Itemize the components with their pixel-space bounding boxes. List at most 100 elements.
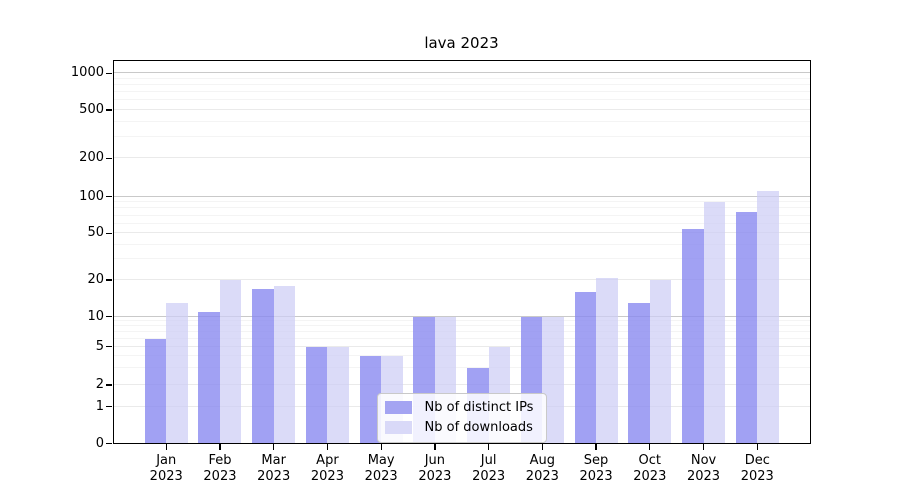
bar-ips-nov: [682, 229, 704, 444]
x-tick-label-sep: Sep 2023: [579, 453, 613, 484]
x-tick-label-jan: Jan 2023: [149, 453, 183, 484]
y-tick-mark-200: [105, 157, 112, 159]
x-tick-label-mar: Mar 2023: [257, 453, 291, 484]
bar-ips-apr: [305, 346, 328, 444]
legend-label-distinct-ips: Nb of distinct IPs: [424, 399, 534, 415]
gridline-y-600: [112, 99, 811, 101]
bar-downloads-jan: [166, 302, 188, 444]
gridline-y-70: [112, 214, 811, 216]
x-tick-mark-may: [380, 443, 382, 450]
gridline-y-2: [112, 384, 811, 385]
y-tick-mark-20: [105, 279, 112, 281]
bar-ips-may: [359, 356, 382, 444]
x-tick-mark-dec: [756, 443, 758, 450]
y-tick-mark-1: [105, 406, 112, 408]
y-tick-label-1: 1: [95, 398, 104, 414]
gridline-y-8: [112, 325, 811, 327]
bar-downloads-apr: [327, 346, 349, 444]
bar-downloads-oct: [649, 280, 672, 444]
x-tick-mark-apr: [326, 443, 329, 450]
y-tick-mark-100: [105, 196, 112, 198]
gridline-y-60: [112, 222, 811, 224]
chart-title: lava 2023: [424, 34, 499, 52]
y-tick-label-1000: 1000: [70, 65, 104, 81]
x-tick-mark-jun: [434, 443, 436, 450]
y-tick-label-100: 100: [79, 188, 104, 204]
gridline-y-100: [112, 195, 811, 197]
bar-downloads-nov: [703, 202, 726, 444]
x-tick-mark-aug: [541, 443, 543, 450]
gridline-y-20: [112, 279, 811, 280]
gridline-y-500: [112, 109, 811, 110]
gridline-y-4: [112, 355, 811, 357]
x-tick-label-jul: Jul 2023: [472, 453, 506, 484]
bar-ips-dec: [735, 211, 758, 444]
bar-ips-oct: [628, 302, 650, 444]
bar-downloads-feb: [219, 280, 242, 444]
gridline-y-50: [112, 232, 811, 234]
x-tick-label-jun: Jun 2023: [418, 453, 452, 484]
legend-item-downloads: Nb of downloads: [384, 419, 538, 435]
y-tick-label-20: 20: [87, 272, 104, 287]
legend-swatch-distinct-ips: [384, 400, 412, 414]
y-tick-label-200: 200: [79, 150, 104, 166]
gridline-y-9: [112, 320, 811, 322]
x-tick-label-dec: Dec 2023: [740, 453, 774, 484]
y-tick-mark-500: [105, 109, 112, 111]
y-tick-mark-5: [105, 346, 112, 348]
chart-legend: Nb of distinct IPs Nb of downloads: [376, 392, 547, 443]
bar-ips-mar: [252, 288, 274, 444]
plot-area: Nb of distinct IPs Nb of downloads: [112, 59, 811, 444]
gridline-y-40: [112, 243, 811, 245]
x-tick-label-feb: Feb 2023: [203, 453, 237, 484]
y-tick-mark-2: [105, 384, 112, 386]
y-tick-label-0: 0: [95, 435, 104, 451]
x-tick-mark-jan: [165, 443, 167, 450]
gridline-y-300: [112, 135, 811, 137]
gridline-y-900: [112, 77, 811, 79]
x-tick-mark-feb: [219, 443, 221, 450]
legend-label-downloads: Nb of downloads: [424, 419, 533, 435]
y-tick-label-2: 2: [95, 377, 104, 392]
x-tick-label-nov: Nov 2023: [686, 453, 721, 484]
gridline-y-80: [112, 207, 811, 209]
y-tick-label-500: 500: [79, 102, 104, 117]
legend-swatch-downloads: [384, 420, 412, 434]
x-tick-label-oct: Oct 2023: [633, 453, 667, 484]
gridline-y-7: [112, 331, 811, 333]
y-tick-label-50: 50: [87, 225, 104, 241]
bar-downloads-dec: [757, 191, 779, 444]
x-tick-label-apr: Apr 2023: [310, 453, 344, 484]
y-tick-mark-10: [105, 316, 112, 318]
gridline-y-6: [112, 337, 811, 339]
bar-downloads-sep: [596, 277, 618, 444]
x-tick-mark-jul: [487, 443, 490, 450]
gridline-y-800: [112, 84, 811, 86]
bar-ips-jan: [144, 338, 167, 444]
bar-ips-sep: [574, 291, 597, 444]
legend-item-distinct-ips: Nb of distinct IPs: [384, 399, 538, 415]
gridline-y-200: [112, 157, 811, 159]
x-tick-mark-sep: [595, 443, 597, 450]
x-tick-label-may: May 2023: [364, 453, 398, 484]
y-tick-label-5: 5: [95, 338, 104, 354]
y-tick-mark-50: [105, 232, 112, 234]
bar-downloads-mar: [273, 285, 296, 444]
gridline-y-1000: [112, 72, 811, 74]
y-tick-mark-0: [105, 442, 112, 445]
y-tick-mark-1000: [105, 72, 112, 74]
gridline-y-30: [112, 258, 811, 260]
x-tick-mark-mar: [273, 443, 275, 450]
gridline-y-90: [112, 201, 811, 203]
gridline-y-10: [112, 315, 811, 317]
gridline-y-5: [112, 345, 811, 347]
gridline-y-400: [112, 120, 811, 122]
gridline-y-3: [112, 367, 811, 369]
x-tick-mark-oct: [649, 443, 651, 450]
bar-ips-feb: [198, 311, 220, 444]
bar-downloads-aug: [542, 316, 564, 444]
x-tick-mark-nov: [702, 443, 705, 450]
gridline-y-700: [112, 91, 811, 93]
x-tick-label-aug: Aug 2023: [525, 453, 559, 484]
